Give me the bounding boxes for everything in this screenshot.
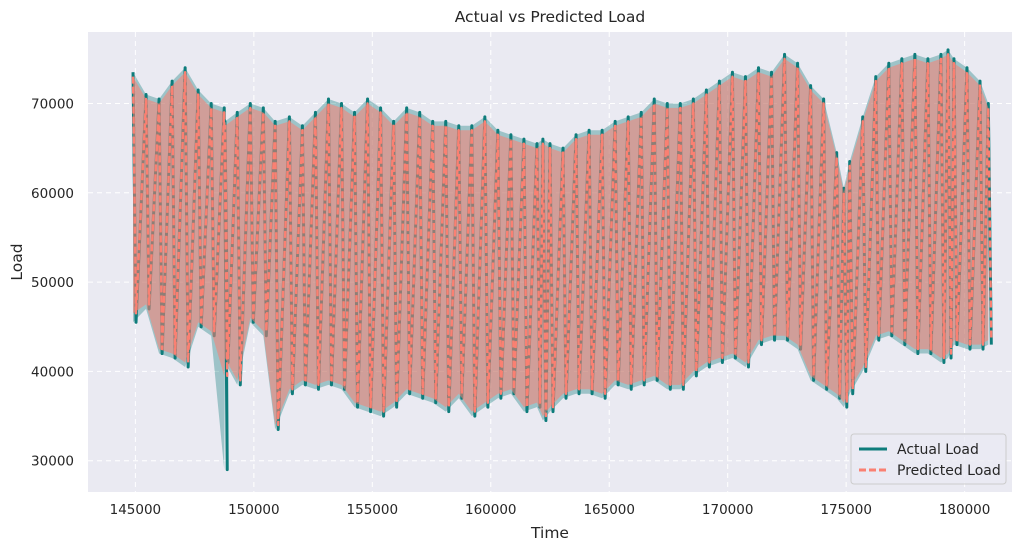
x-axis-ticks: 145000 150000 155000 160000 165000 170000 1750… bbox=[110, 502, 991, 518]
x-tick-label: 160000 bbox=[465, 502, 517, 518]
x-tick-label: 170000 bbox=[702, 502, 754, 518]
predicted-load-line bbox=[131, 53, 993, 427]
legend-box bbox=[850, 433, 1007, 485]
legend-predicted-label: Predicted Load bbox=[897, 463, 1001, 479]
y-tick-label: 50000 bbox=[31, 275, 74, 291]
x-tick-label: 180000 bbox=[939, 502, 991, 518]
x-tick-label: 150000 bbox=[228, 502, 280, 518]
series-layer bbox=[131, 48, 993, 472]
legend: Actual Load Predicted Load bbox=[850, 433, 1007, 485]
x-tick-label: 175000 bbox=[820, 502, 872, 518]
x-axis-label: Time bbox=[530, 524, 569, 542]
legend-actual-label: Actual Load bbox=[897, 442, 979, 458]
x-tick-label: 145000 bbox=[110, 502, 162, 518]
y-tick-label: 70000 bbox=[31, 96, 74, 112]
y-tick-label: 60000 bbox=[31, 186, 74, 202]
x-tick-label: 155000 bbox=[347, 502, 399, 518]
chart-title: Actual vs Predicted Load bbox=[455, 8, 646, 26]
x-tick-label: 165000 bbox=[583, 502, 635, 518]
y-axis-label: Load bbox=[8, 243, 26, 280]
y-tick-label: 30000 bbox=[31, 454, 74, 470]
y-axis-ticks: 30000 40000 50000 60000 70000 bbox=[31, 96, 74, 469]
y-tick-label: 40000 bbox=[31, 364, 74, 380]
